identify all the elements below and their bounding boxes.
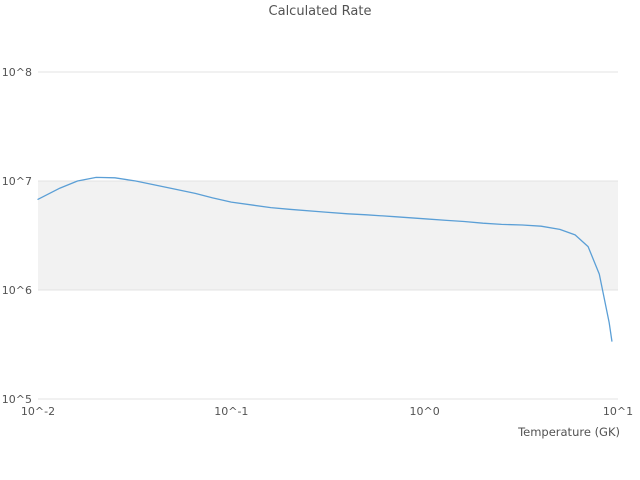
x-tick-label: 10^0	[410, 405, 440, 418]
y-tick-label: 10^6	[2, 284, 32, 297]
y-tick-label: 10^8	[2, 66, 32, 79]
x-tick-label: 10^-1	[214, 405, 248, 418]
y-tick-label: 10^7	[2, 175, 32, 188]
x-tick-label: 10^1	[603, 405, 633, 418]
chart-title: Calculated Rate	[268, 4, 372, 19]
highlight-band	[38, 181, 618, 290]
rate-line	[37, 176, 613, 342]
x-axis-label: Temperature (GK)	[518, 425, 620, 439]
y-tick-label: 10^5	[2, 393, 32, 406]
x-tick-label: 10^-2	[21, 405, 55, 418]
